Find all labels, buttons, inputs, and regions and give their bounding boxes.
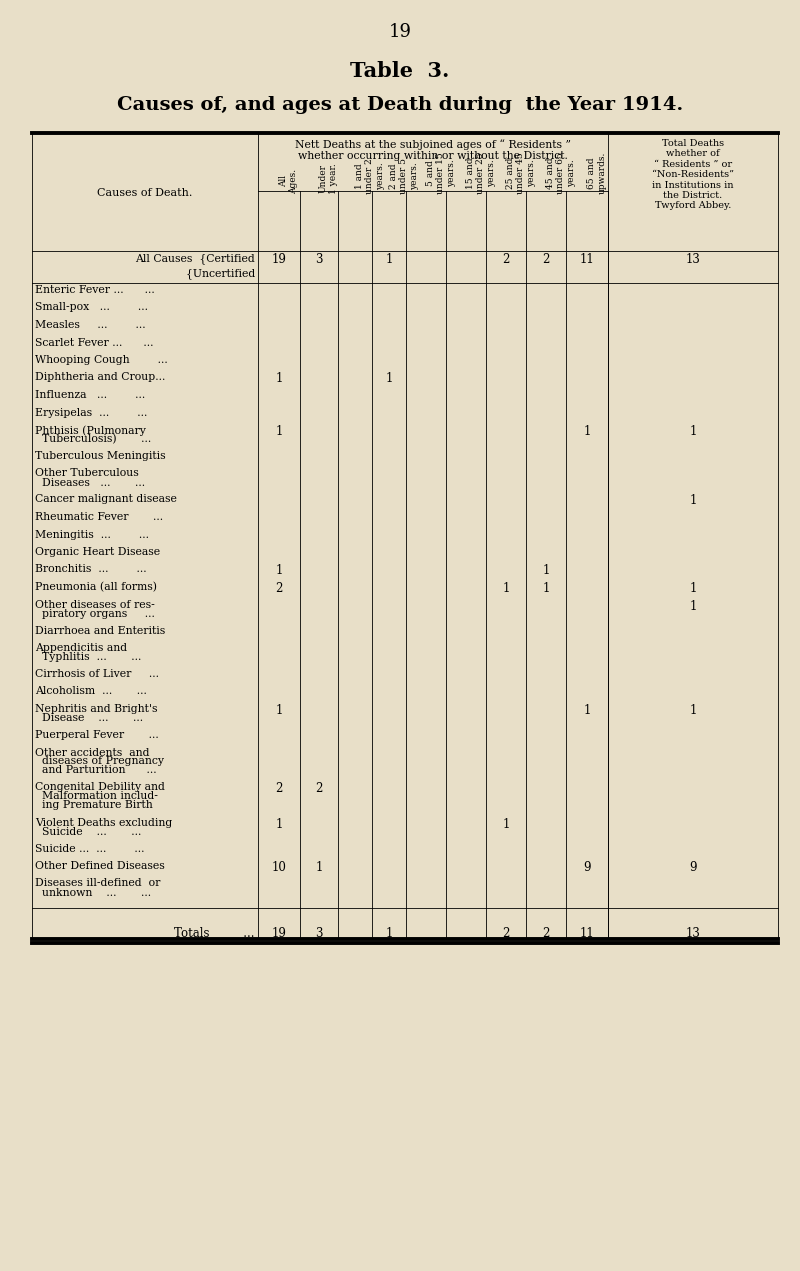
Text: Under
1 year.: Under 1 year. xyxy=(319,163,338,194)
Text: 1: 1 xyxy=(275,564,282,577)
Text: 3: 3 xyxy=(315,927,322,941)
Text: 13: 13 xyxy=(686,927,701,941)
Text: 1: 1 xyxy=(690,704,697,717)
Text: Diphtheria and Croup...: Diphtheria and Croup... xyxy=(35,372,166,383)
Text: Rheumatic Fever       ...: Rheumatic Fever ... xyxy=(35,512,163,522)
Text: {Uncertified: {Uncertified xyxy=(144,268,255,278)
Text: Scarlet Fever ...      ...: Scarlet Fever ... ... xyxy=(35,338,154,347)
Text: Tuberculous Meningitis: Tuberculous Meningitis xyxy=(35,451,166,461)
Text: Other Defined Diseases: Other Defined Diseases xyxy=(35,860,165,871)
Text: Congenital Debility and: Congenital Debility and xyxy=(35,783,165,793)
Text: 2: 2 xyxy=(542,927,550,941)
Text: 5 and
under 15
years.: 5 and under 15 years. xyxy=(426,153,456,194)
Text: 19: 19 xyxy=(271,927,286,941)
Text: Suicide    ...       ...: Suicide ... ... xyxy=(35,826,142,836)
Text: 2: 2 xyxy=(275,783,282,796)
Text: 13: 13 xyxy=(686,253,701,266)
Text: 25 and
under 45
years.: 25 and under 45 years. xyxy=(506,153,536,194)
Text: Totals         ...: Totals ... xyxy=(174,927,255,941)
Text: Table  3.: Table 3. xyxy=(350,61,450,81)
Text: Cirrhosis of Liver     ...: Cirrhosis of Liver ... xyxy=(35,669,159,679)
Text: Alcoholism  ...       ...: Alcoholism ... ... xyxy=(35,686,147,697)
Text: Measles     ...        ...: Measles ... ... xyxy=(35,320,146,330)
Text: 1: 1 xyxy=(690,600,697,613)
Text: Appendicitis and: Appendicitis and xyxy=(35,643,127,653)
Text: Disease    ...       ...: Disease ... ... xyxy=(35,713,143,723)
Text: 1: 1 xyxy=(275,817,282,830)
Text: unknown    ...       ...: unknown ... ... xyxy=(35,887,151,897)
Text: Erysipelas  ...        ...: Erysipelas ... ... xyxy=(35,408,147,417)
Text: Organic Heart Disease: Organic Heart Disease xyxy=(35,547,160,557)
Text: 2: 2 xyxy=(502,927,510,941)
Text: 1: 1 xyxy=(275,704,282,717)
Text: 1: 1 xyxy=(275,425,282,438)
Text: Typhlitis  ...       ...: Typhlitis ... ... xyxy=(35,652,142,662)
Text: 9: 9 xyxy=(583,860,590,874)
Text: Tuberculosis)       ...: Tuberculosis) ... xyxy=(35,435,151,445)
Text: Nephritis and Bright's: Nephritis and Bright's xyxy=(35,704,158,714)
Text: Total Deaths
whether of
“ Residents ” or
“Non-Residents”
in Institutions in
the : Total Deaths whether of “ Residents ” or… xyxy=(652,139,734,211)
Text: Causes of, and ages at Death during  the Year 1914.: Causes of, and ages at Death during the … xyxy=(117,97,683,114)
Text: 65 and
upwards.: 65 and upwards. xyxy=(587,151,606,194)
Text: All Causes  {Certified: All Causes {Certified xyxy=(135,253,255,264)
Text: 45 and
under 65
years.: 45 and under 65 years. xyxy=(546,153,576,194)
Text: 9: 9 xyxy=(690,860,697,874)
Text: 1: 1 xyxy=(583,704,590,717)
Text: 3: 3 xyxy=(315,253,322,266)
Text: 1: 1 xyxy=(690,494,697,507)
Text: 1: 1 xyxy=(583,425,590,438)
Text: diseases of Pregnancy: diseases of Pregnancy xyxy=(35,756,164,766)
Text: Malformation includ-: Malformation includ- xyxy=(35,792,158,801)
Text: 1: 1 xyxy=(690,425,697,438)
Text: 11: 11 xyxy=(580,927,594,941)
Text: Meningitis  ...        ...: Meningitis ... ... xyxy=(35,530,149,539)
Text: Diarrhoea and Enteritis: Diarrhoea and Enteritis xyxy=(35,625,166,636)
Text: Other Tuberculous: Other Tuberculous xyxy=(35,469,138,478)
Text: 2: 2 xyxy=(315,783,322,796)
Text: Diseases   ...       ...: Diseases ... ... xyxy=(35,478,145,488)
Text: 1 and
under 2
years.: 1 and under 2 years. xyxy=(355,159,385,194)
Text: 1: 1 xyxy=(690,582,697,595)
Text: 1: 1 xyxy=(275,372,282,385)
Text: 19: 19 xyxy=(271,253,286,266)
Text: 1: 1 xyxy=(386,372,393,385)
Text: Violent Deaths excluding: Violent Deaths excluding xyxy=(35,817,172,827)
Text: Influenza   ...        ...: Influenza ... ... xyxy=(35,390,146,400)
Text: 1: 1 xyxy=(542,582,550,595)
Text: 2 and
under 5
years.: 2 and under 5 years. xyxy=(389,158,419,194)
Text: Enteric Fever ...      ...: Enteric Fever ... ... xyxy=(35,285,154,295)
Text: 11: 11 xyxy=(580,253,594,266)
Text: 1: 1 xyxy=(386,927,393,941)
Text: 2: 2 xyxy=(502,253,510,266)
Text: Suicide ...  ...        ...: Suicide ... ... ... xyxy=(35,844,145,854)
Text: Bronchitis  ...        ...: Bronchitis ... ... xyxy=(35,564,146,574)
Text: Cancer malignant disease: Cancer malignant disease xyxy=(35,494,177,505)
Text: ing Premature Birth: ing Premature Birth xyxy=(35,799,153,810)
Text: piratory organs     ...: piratory organs ... xyxy=(35,609,155,619)
Text: Pneumonia (all forms): Pneumonia (all forms) xyxy=(35,582,157,592)
Text: Phthisis (Pulmonary: Phthisis (Pulmonary xyxy=(35,425,146,436)
Text: Whooping Cough        ...: Whooping Cough ... xyxy=(35,355,168,365)
Text: 1: 1 xyxy=(386,253,393,266)
Text: 15 and
under 25
years.: 15 and under 25 years. xyxy=(466,153,496,194)
Text: 1: 1 xyxy=(502,582,510,595)
Text: All
Ages.: All Ages. xyxy=(279,169,298,194)
Text: Other accidents  and: Other accidents and xyxy=(35,747,150,758)
Text: 2: 2 xyxy=(542,253,550,266)
Text: Nett Deaths at the subjoined ages of “ Residents ”
whether occurring within or w: Nett Deaths at the subjoined ages of “ R… xyxy=(295,139,571,161)
Text: 1: 1 xyxy=(315,860,322,874)
Text: Causes of Death.: Causes of Death. xyxy=(98,188,193,198)
Text: 2: 2 xyxy=(275,582,282,595)
Text: and Parturition      ...: and Parturition ... xyxy=(35,765,157,775)
Text: Diseases ill-defined  or: Diseases ill-defined or xyxy=(35,878,160,888)
Text: 1: 1 xyxy=(542,564,550,577)
Text: 1: 1 xyxy=(502,817,510,830)
Text: 10: 10 xyxy=(271,860,286,874)
Text: Puerperal Fever       ...: Puerperal Fever ... xyxy=(35,730,158,740)
Text: Small-pox   ...        ...: Small-pox ... ... xyxy=(35,302,148,313)
Text: Other diseases of res-: Other diseases of res- xyxy=(35,600,154,610)
Text: 19: 19 xyxy=(389,23,411,41)
